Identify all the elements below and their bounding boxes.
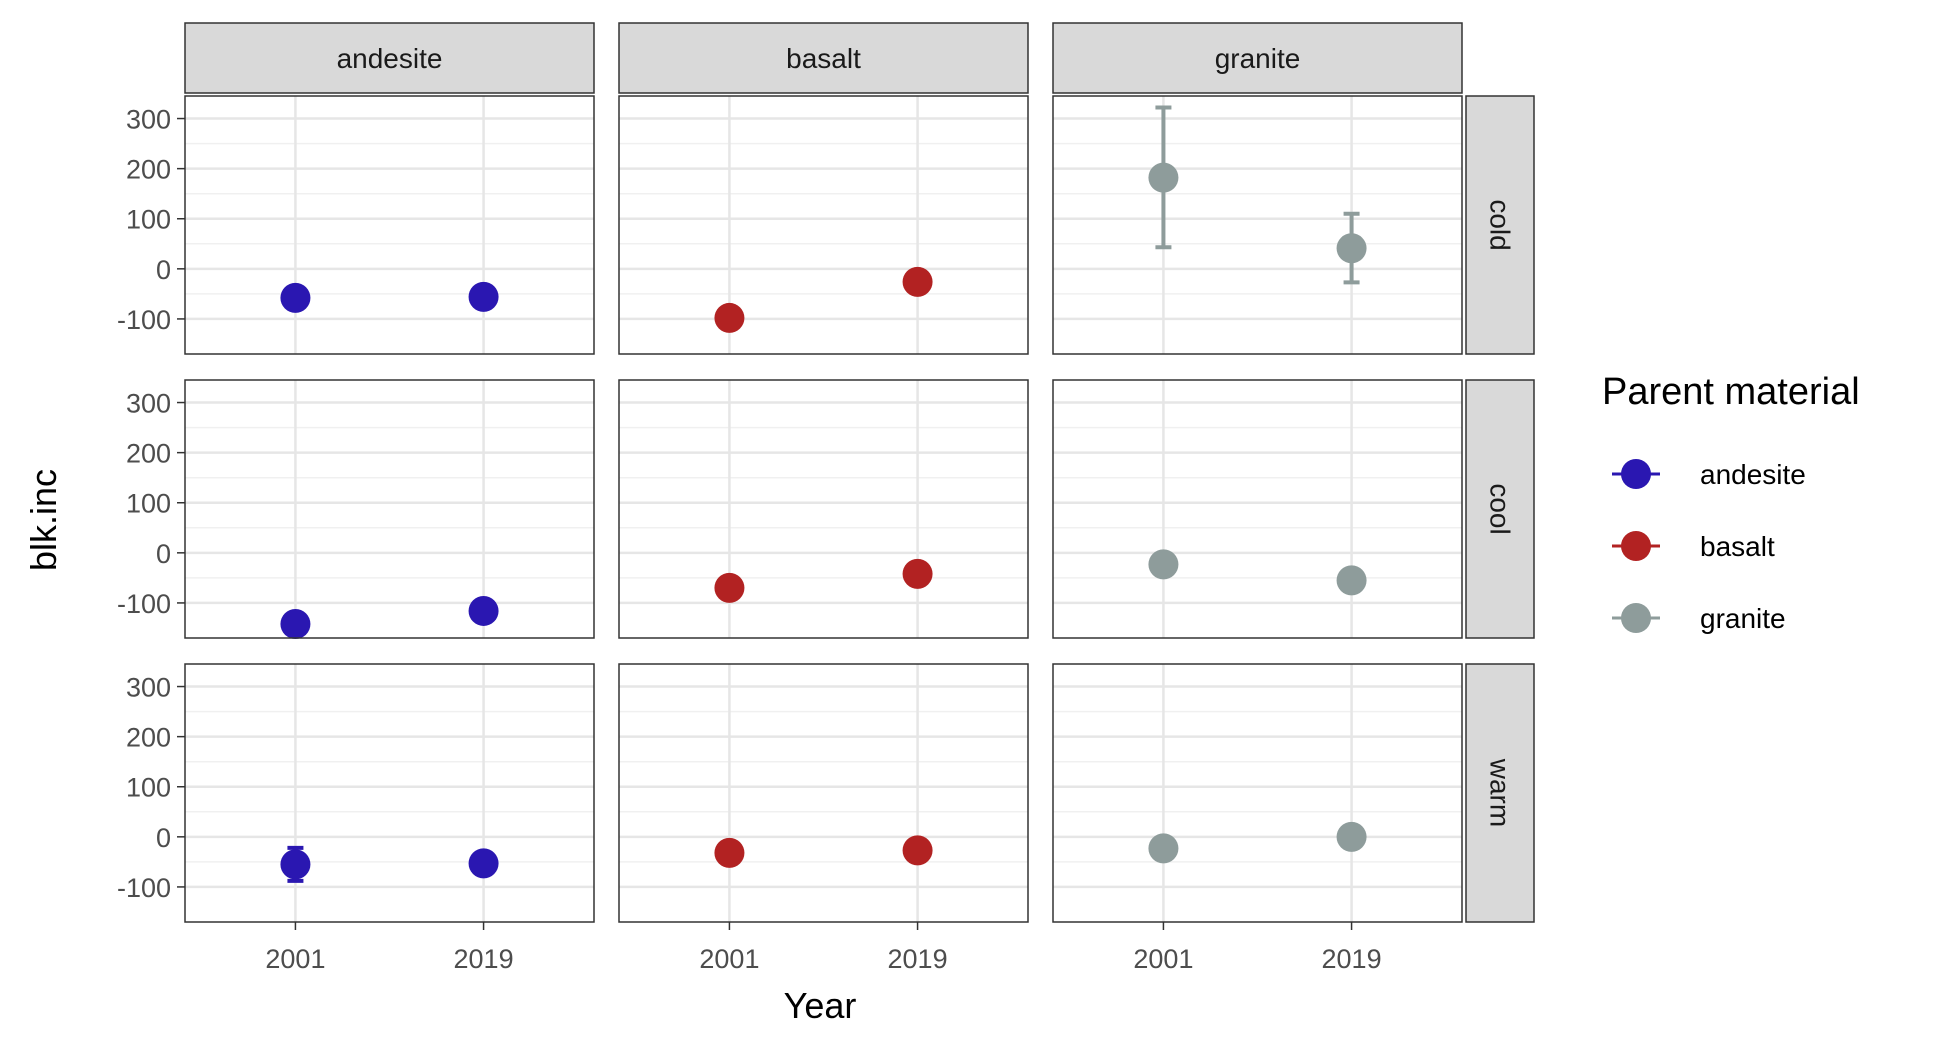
y-tick-label: 300 <box>126 105 171 135</box>
y-tick-label: 300 <box>126 673 171 703</box>
legend-item-andesite: andesite <box>1612 459 1806 490</box>
y-tick-label: -100 <box>117 873 171 903</box>
legend-key-point <box>1621 459 1651 489</box>
panel-granite-cool <box>1052 379 1463 639</box>
legend-label: andesite <box>1700 459 1806 490</box>
y-tick-label: 200 <box>126 723 171 753</box>
facet-strip-basalt: basalt <box>618 22 1029 94</box>
panel-border <box>1052 663 1463 923</box>
panel-border <box>618 663 1029 923</box>
x-tick-label: 2001 <box>265 944 325 974</box>
strip-label: cool <box>1485 483 1516 534</box>
panel-basalt-warm <box>618 663 1029 923</box>
facet-strip-andesite: andesite <box>184 22 595 94</box>
data-point-granite-cool-2019 <box>1336 565 1367 596</box>
data-point-granite-warm-2019 <box>1336 821 1367 852</box>
data-point-basalt-cool-2019 <box>902 558 933 589</box>
y-tick-label: -100 <box>117 305 171 335</box>
y-tick-label: 300 <box>126 389 171 419</box>
data-point-basalt-cold-2001 <box>714 302 745 333</box>
y-tick-label: 100 <box>126 489 171 519</box>
facet-strip-cold: cold <box>1465 95 1535 355</box>
panel-border <box>184 95 595 355</box>
data-point-basalt-cold-2019 <box>902 266 933 297</box>
panel-background <box>185 96 594 354</box>
data-point-basalt-cool-2001 <box>714 572 745 603</box>
panel-andesite-cold <box>184 95 595 355</box>
strip-background <box>1052 22 1463 94</box>
x-tick-label: 2019 <box>454 944 514 974</box>
panel-border <box>618 95 1029 355</box>
x-tick-label: 2001 <box>1133 944 1193 974</box>
panel-andesite-cool <box>184 379 595 639</box>
data-point-andesite-warm-2001 <box>280 849 311 880</box>
panel-background <box>1053 96 1462 354</box>
panel-background <box>619 664 1028 922</box>
data-point-andesite-cool-2001 <box>280 608 311 639</box>
y-tick-label: 100 <box>126 773 171 803</box>
legend-label: granite <box>1700 603 1786 634</box>
data-point-granite-cold-2001 <box>1148 162 1179 193</box>
panel-border <box>1052 379 1463 639</box>
y-tick-label: 0 <box>156 539 171 569</box>
panel-border <box>184 663 595 923</box>
panel-background <box>1053 380 1462 638</box>
panel-border <box>618 379 1029 639</box>
y-tick-label: 200 <box>126 439 171 469</box>
strip-label: andesite <box>337 43 443 74</box>
panel-border <box>184 379 595 639</box>
strip-label: warm <box>1485 758 1516 827</box>
legend-key-point <box>1621 531 1651 561</box>
legend-title: Parent material <box>1602 371 1860 413</box>
panel-granite-cold <box>1052 95 1463 355</box>
data-point-granite-warm-2001 <box>1148 833 1179 864</box>
data-point-granite-cool-2001 <box>1148 549 1179 580</box>
legend-label: basalt <box>1700 531 1775 562</box>
data-point-basalt-warm-2019 <box>902 835 933 866</box>
data-point-andesite-warm-2019 <box>468 848 499 879</box>
y-tick-label: 0 <box>156 255 171 285</box>
legend-item-basalt: basalt <box>1612 531 1775 562</box>
panel-basalt-cold <box>618 95 1029 355</box>
panel-basalt-cool <box>618 379 1029 639</box>
panel-background <box>619 96 1028 354</box>
facet-strip-cool: cool <box>1465 379 1535 639</box>
legend-key-point <box>1621 603 1651 633</box>
panel-background <box>619 380 1028 638</box>
legend-item-granite: granite <box>1612 603 1786 634</box>
panel-granite-warm <box>1052 663 1463 923</box>
x-tick-label: 2019 <box>1322 944 1382 974</box>
strip-background <box>1465 95 1535 355</box>
facet-strip-warm: warm <box>1465 663 1535 923</box>
panel-background <box>185 380 594 638</box>
panel-background <box>185 664 594 922</box>
strip-background <box>1465 663 1535 923</box>
y-tick-label: 200 <box>126 155 171 185</box>
x-tick-label: 2001 <box>699 944 759 974</box>
y-tick-label: 100 <box>126 205 171 235</box>
panel-border <box>1052 95 1463 355</box>
strip-label: basalt <box>786 43 861 74</box>
strip-background <box>618 22 1029 94</box>
strip-background <box>184 22 595 94</box>
data-point-granite-cold-2019 <box>1336 233 1367 264</box>
x-axis-title: Year <box>784 985 857 1026</box>
y-tick-label: -100 <box>117 589 171 619</box>
y-axis-title: blk.inc <box>23 469 64 571</box>
strip-label: cold <box>1485 199 1516 250</box>
strip-label: granite <box>1215 43 1301 74</box>
data-point-andesite-cold-2001 <box>280 282 311 313</box>
data-point-andesite-cold-2019 <box>468 281 499 312</box>
y-tick-label: 0 <box>156 823 171 853</box>
data-point-basalt-warm-2001 <box>714 837 745 868</box>
data-point-andesite-cool-2019 <box>468 595 499 626</box>
x-tick-label: 2019 <box>888 944 948 974</box>
facet-strip-granite: granite <box>1052 22 1463 94</box>
panel-andesite-warm <box>184 663 595 923</box>
strip-background <box>1465 379 1535 639</box>
panel-background <box>1053 664 1462 922</box>
